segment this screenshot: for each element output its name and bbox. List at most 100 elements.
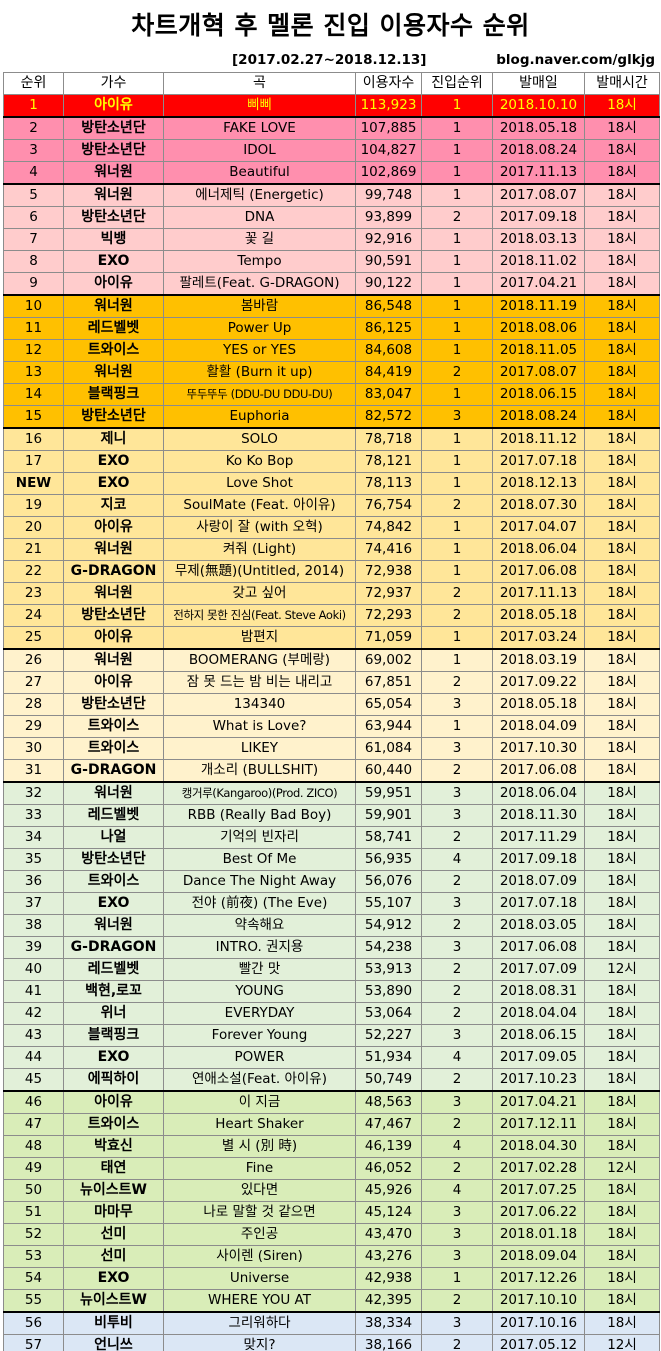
entry-rank-cell: 2 [421,582,493,605]
song-cell: FAKE LOVE [163,116,356,140]
users-cell: 74,842 [355,516,422,539]
header-song: 곡 [163,72,356,95]
release-date-cell: 2018.06.15 [492,1024,585,1047]
artist-cell: 백현,로꼬 [63,980,164,1003]
entry-rank-cell: 2 [421,759,493,783]
artist-cell: 트와이스 [63,870,164,893]
artist-cell: 레드벨벳 [63,804,164,827]
song-cell: 뚜두뚜두 (DDU-DU DDU-DU) [163,383,356,406]
table-row: 5 워너원 에너제틱 (Energetic) 99,748 1 2017.08.07 18시 [3,183,660,207]
table-row: 57 언니쓰 맞지? 38,166 2 2017.05.12 12시 [3,1334,660,1351]
release-date-cell: 2018.03.13 [492,228,585,251]
release-date-cell: 2017.06.22 [492,1201,585,1224]
rank-cell: 50 [3,1179,64,1202]
release-date-cell: 2018.05.18 [492,116,585,140]
page-title: 차트개혁 후 멜론 진입 이용자수 순위 [131,11,530,40]
release-time-cell: 18시 [584,870,660,893]
artist-cell: 워너원 [63,161,164,185]
users-cell: 78,718 [355,427,422,451]
release-date-cell: 2017.06.08 [492,759,585,783]
release-time-cell: 18시 [584,826,660,849]
users-cell: 72,293 [355,604,422,627]
users-cell: 78,113 [355,472,422,495]
table-row: 55 뉴이스트W WHERE YOU AT 42,395 2 2017.10.10 18시 [3,1289,660,1313]
table-row: 20 아이유 사랑이 잘 (with 오혁) 74,842 1 2017.04.07 18시 [3,516,660,539]
song-cell: 켜줘 (Light) [163,538,356,561]
users-cell: 52,227 [355,1024,422,1047]
users-cell: 56,076 [355,870,422,893]
rank-cell: 55 [3,1289,64,1313]
artist-cell: 트와이스 [63,737,164,760]
entry-rank-cell: 1 [421,139,493,162]
release-time-cell: 18시 [584,317,660,340]
entry-rank-cell: 2 [421,206,493,229]
rank-cell: 7 [3,228,64,251]
song-cell: Ko Ko Bop [163,450,356,473]
entry-rank-cell: 3 [421,1090,493,1114]
release-date-cell: 2017.06.08 [492,560,585,583]
artist-cell: 워너원 [63,294,164,318]
release-date-cell: 2017.12.11 [492,1113,585,1136]
users-cell: 53,064 [355,1002,422,1025]
table-row: 43 블랙핑크 Forever Young 52,227 3 2018.06.15 18시 [3,1024,660,1047]
rank-cell: 54 [3,1267,64,1290]
song-cell: WHERE YOU AT [163,1289,356,1313]
table-row: 32 워너원 캥거루(Kangaroo)(Prod. ZICO) 59,951 3 201… [3,781,660,805]
release-date-cell: 2017.08.07 [492,361,585,384]
release-time-cell: 18시 [584,759,660,783]
rank-cell: 45 [3,1068,64,1092]
users-cell: 92,916 [355,228,422,251]
release-time-cell: 18시 [584,671,660,694]
release-time-cell: 18시 [584,1046,660,1069]
release-time-cell: 18시 [584,361,660,384]
rank-cell: 10 [3,294,64,318]
release-date-cell: 2017.11.29 [492,826,585,849]
song-cell: What is Love? [163,715,356,738]
entry-rank-cell: 1 [421,94,493,118]
users-cell: 93,899 [355,206,422,229]
entry-rank-cell: 3 [421,936,493,959]
header-release-date: 발매일 [492,72,585,95]
release-time-cell: 18시 [584,1289,660,1313]
table-row: 30 트와이스 LIKEY 61,084 3 2017.10.30 18시 [3,737,660,760]
song-cell: BOOMERANG (부메랑) [163,648,356,672]
rank-cell: 14 [3,383,64,406]
song-cell: SoulMate (Feat. 아이유) [163,494,356,517]
release-time-cell: 18시 [584,804,660,827]
release-time-cell: 18시 [584,1223,660,1246]
artist-cell: EXO [63,892,164,915]
table-row: 6 방탄소년단 DNA 93,899 2 2017.09.18 18시 [3,206,660,229]
table-row: 56 비투비 그리워하다 38,334 3 2017.10.16 18시 [3,1311,660,1335]
song-cell: 주인공 [163,1223,356,1246]
song-cell: 밤편지 [163,626,356,650]
release-date-cell: 2017.07.25 [492,1179,585,1202]
release-time-cell: 18시 [584,405,660,429]
entry-rank-cell: 2 [421,1157,493,1180]
users-cell: 84,608 [355,339,422,362]
release-time-cell: 18시 [584,1201,660,1224]
rank-cell: 34 [3,826,64,849]
artist-cell: 레드벨벳 [63,317,164,340]
rank-cell: 15 [3,405,64,429]
release-date-cell: 2018.07.09 [492,870,585,893]
rank-cell: 22 [3,560,64,583]
users-cell: 54,912 [355,914,422,937]
release-time-cell: 18시 [584,715,660,738]
release-time-cell: 18시 [584,1090,660,1114]
ranking-table: 순위 가수 곡 이용자수 진입순위 발매일 발매시간 1 아이유 삐삐 113,923… [3,72,660,1351]
release-date-cell: 2017.02.28 [492,1157,585,1180]
artist-cell: 지코 [63,494,164,517]
rank-cell: 13 [3,361,64,384]
rank-cell: 30 [3,737,64,760]
rank-cell: 27 [3,671,64,694]
release-time-cell: 18시 [584,693,660,716]
users-cell: 104,827 [355,139,422,162]
artist-cell: EXO [63,1046,164,1069]
release-date-cell: 2018.11.19 [492,294,585,318]
song-cell: IDOL [163,139,356,162]
song-cell: 빨간 맛 [163,958,356,981]
release-time-cell: 18시 [584,294,660,318]
release-date-cell: 2017.07.18 [492,450,585,473]
table-row: 51 마마무 나로 말할 것 같으면 45,124 3 2017.06.22 18시 [3,1201,660,1224]
